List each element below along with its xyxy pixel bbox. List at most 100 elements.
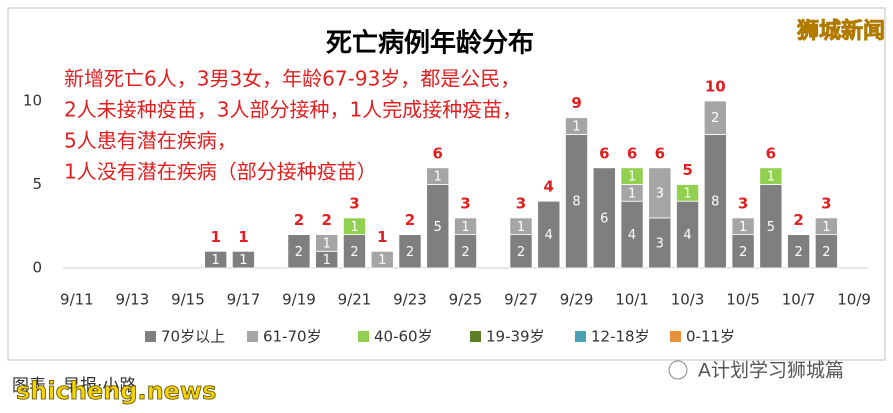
x-tick-label: 9/23 bbox=[393, 291, 427, 309]
segment-label: 1 bbox=[378, 253, 386, 268]
legend-swatch bbox=[575, 331, 586, 342]
annotation-line: 新增死亡6人，3男3女，年龄67-93岁，都是公民， bbox=[64, 67, 520, 91]
chart-title: 死亡病例年龄分布 bbox=[326, 28, 534, 59]
bar-segment bbox=[509, 217, 533, 235]
segment-label: 2 bbox=[461, 245, 469, 260]
legend-label: 70岁以上 bbox=[161, 328, 225, 346]
x-tick-label: 10/1 bbox=[615, 291, 649, 309]
x-tick-label: 9/13 bbox=[116, 291, 150, 309]
total-label: 1 bbox=[377, 228, 387, 246]
total-label: 3 bbox=[460, 194, 470, 212]
segment-label: 1 bbox=[572, 120, 580, 135]
x-tick-label: 10/9 bbox=[837, 291, 871, 309]
bar-segment bbox=[287, 234, 311, 269]
x-tick-label: 9/15 bbox=[171, 291, 205, 309]
bar-segment bbox=[759, 167, 783, 185]
annotation-line: 1人没有潜在疾病（部分接种疫苗） bbox=[64, 160, 377, 184]
site-watermark: shicheng.news bbox=[16, 377, 216, 405]
bar-segment bbox=[370, 250, 394, 269]
bar-segment bbox=[426, 167, 450, 185]
credit: 图表：早报·小路 bbox=[12, 376, 136, 396]
segment-label: 3 bbox=[656, 236, 664, 251]
total-label: 10 bbox=[705, 78, 726, 96]
bar-segment bbox=[731, 217, 755, 235]
total-label: 6 bbox=[655, 144, 665, 162]
total-label: 3 bbox=[821, 194, 831, 212]
segment-label: 1 bbox=[350, 220, 358, 235]
segment-label: 1 bbox=[517, 220, 525, 235]
watermark: 狮城新闻 bbox=[797, 18, 885, 44]
total-label: 6 bbox=[433, 144, 443, 162]
x-tick-label: 10/3 bbox=[671, 291, 705, 309]
legend-label: 0-11岁 bbox=[686, 328, 735, 346]
segment-label: 3 bbox=[656, 186, 664, 201]
bar-segment bbox=[592, 167, 616, 269]
bar-segment bbox=[231, 250, 255, 269]
total-label: 6 bbox=[599, 144, 609, 162]
total-label: 5 bbox=[682, 161, 692, 179]
segment-label: 1 bbox=[212, 253, 220, 268]
legend-swatch bbox=[670, 331, 681, 342]
total-label: 6 bbox=[627, 144, 637, 162]
y-tick-label: 5 bbox=[32, 175, 42, 193]
legend-swatch bbox=[470, 331, 481, 342]
segment-label: 2 bbox=[295, 245, 303, 260]
bar-segment bbox=[565, 117, 589, 135]
total-label: 2 bbox=[294, 211, 304, 229]
total-label: 3 bbox=[349, 194, 359, 212]
legend-label: 19-39岁 bbox=[486, 328, 545, 346]
legend-label: 40-60岁 bbox=[374, 328, 433, 346]
bar-segment bbox=[315, 234, 339, 252]
bar-segment bbox=[814, 217, 838, 235]
x-tick-label: 10/5 bbox=[726, 291, 760, 309]
segment-label: 1 bbox=[822, 220, 830, 235]
x-tick-label: 9/25 bbox=[449, 291, 483, 309]
x-tick-label: 9/19 bbox=[282, 291, 316, 309]
legend-swatch bbox=[145, 331, 156, 342]
x-tick-label: 9/21 bbox=[338, 291, 372, 309]
segment-label: 2 bbox=[406, 245, 414, 260]
total-label: 3 bbox=[516, 194, 526, 212]
segment-label: 1 bbox=[739, 220, 747, 235]
bar-segment bbox=[342, 217, 366, 235]
y-tick-label: 0 bbox=[32, 259, 42, 277]
x-tick-label: 9/27 bbox=[504, 291, 538, 309]
legend-swatch bbox=[247, 331, 258, 342]
total-label: 2 bbox=[405, 211, 415, 229]
total-label: 3 bbox=[738, 194, 748, 212]
legend-label: 12-18岁 bbox=[591, 328, 650, 346]
y-tick-label: 10 bbox=[23, 92, 42, 110]
segment-label: 4 bbox=[683, 228, 691, 243]
legend-swatch bbox=[358, 331, 369, 342]
bar-segment bbox=[676, 184, 700, 202]
segment-label: 4 bbox=[545, 228, 553, 243]
segment-label: 1 bbox=[628, 170, 636, 185]
segment-label: 2 bbox=[794, 245, 802, 260]
bar-segment bbox=[204, 250, 228, 269]
segment-label: 2 bbox=[711, 111, 719, 126]
segment-label: 2 bbox=[517, 245, 525, 260]
segment-label: 1 bbox=[461, 220, 469, 235]
segment-label: 8 bbox=[711, 195, 719, 210]
segment-label: 1 bbox=[683, 186, 691, 201]
segment-label: 2 bbox=[822, 245, 830, 260]
x-tick-label: 9/11 bbox=[60, 291, 94, 309]
bar-segment bbox=[537, 200, 561, 269]
annotation-line: 5人患有潜在疾病， bbox=[64, 129, 237, 153]
x-tick-label: 9/29 bbox=[560, 291, 594, 309]
segment-label: 1 bbox=[323, 253, 331, 268]
bar-segment bbox=[703, 100, 727, 135]
segment-label: 1 bbox=[628, 186, 636, 201]
total-label: 9 bbox=[571, 94, 581, 112]
segment-label: 2 bbox=[350, 245, 358, 260]
legend-label: 61-70岁 bbox=[263, 328, 322, 346]
total-label: 6 bbox=[766, 144, 776, 162]
total-label: 2 bbox=[793, 211, 803, 229]
bar-segment bbox=[648, 167, 672, 219]
account-name: A计划学习狮城篇 bbox=[698, 360, 844, 382]
bar-segment bbox=[398, 234, 422, 269]
total-label: 2 bbox=[321, 211, 331, 229]
segment-label: 8 bbox=[572, 195, 580, 210]
